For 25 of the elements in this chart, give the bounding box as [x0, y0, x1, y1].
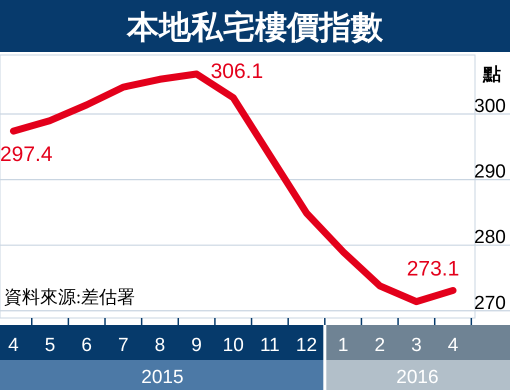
xtick-label: 4	[448, 335, 458, 356]
ytick-label: 300	[474, 96, 506, 118]
year-label: 2015	[141, 367, 184, 388]
data-label: 306.1	[210, 60, 264, 84]
xtick-label: 9	[191, 335, 202, 356]
xtick-label: 1	[338, 335, 348, 356]
ytick-label: 280	[474, 227, 506, 248]
xtick-label: 7	[118, 335, 129, 356]
year-label: 2016	[396, 367, 439, 388]
xtick-label: 2	[374, 335, 386, 356]
xtick-label: 12	[296, 335, 318, 356]
data-label: 297.4	[0, 143, 53, 166]
title: 本地私宅樓價指數	[127, 9, 383, 45]
xtick-label: 4	[8, 335, 19, 356]
data-label: 273.1	[406, 257, 460, 280]
ylabel: 點	[483, 64, 501, 84]
xtick-label: 10	[222, 335, 244, 356]
xtick-label: 3	[411, 335, 422, 356]
xtick-label: 5	[44, 335, 56, 356]
xtick-label: 6	[81, 335, 92, 356]
xtick-label: 8	[154, 335, 166, 356]
source: 資料來源:差估署	[4, 287, 136, 307]
ytick-label: 290	[474, 162, 506, 183]
xtick-label: 11	[260, 335, 280, 356]
ytick-label: 270	[474, 292, 506, 314]
